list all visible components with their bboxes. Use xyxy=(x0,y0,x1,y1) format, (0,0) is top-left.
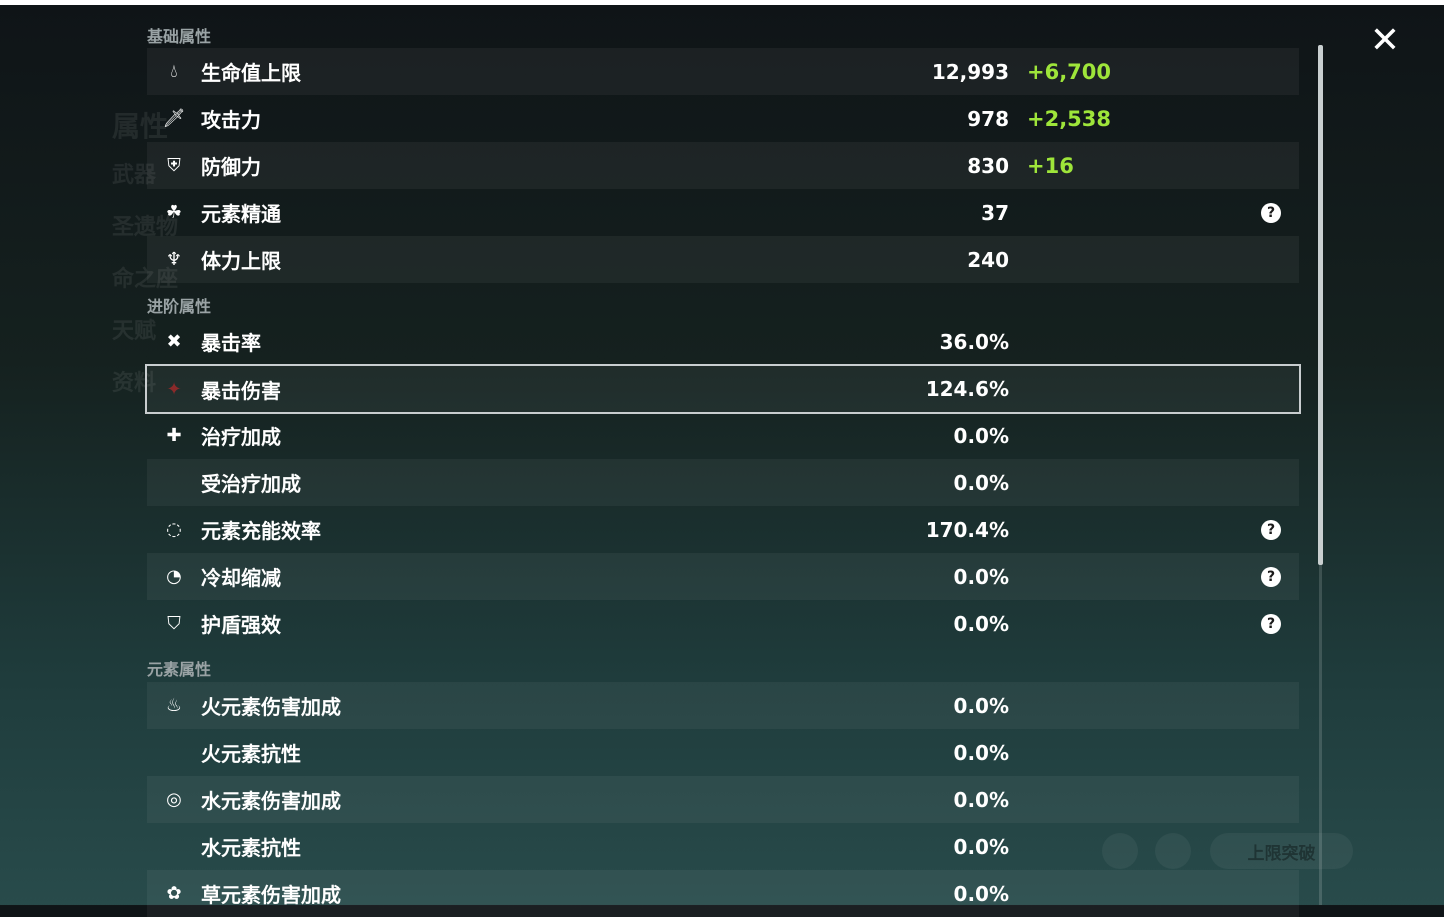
section-basic: 基础属性 xyxy=(147,27,212,46)
hp-drop-icon: 💧︎ xyxy=(170,61,178,82)
stat-row[interactable]: ✿ 草元素伤害加成 0.0% xyxy=(147,870,1299,917)
stat-value: 0.0% xyxy=(953,693,1009,718)
stat-label: 元素充能效率 xyxy=(201,519,321,543)
stat-value: 124.6% xyxy=(925,377,1009,401)
stat-row[interactable]: 受治疗加成 0.0% xyxy=(147,459,1299,506)
stat-label: 防御力 xyxy=(201,155,261,179)
stat-row[interactable]: 🗡︎ 攻击力 978 +2,538 xyxy=(147,95,1299,142)
stat-row[interactable]: 水元素抗性 0.0% xyxy=(147,823,1299,870)
shield-strength-icon: ⛉ xyxy=(167,613,181,634)
stat-label: 火元素伤害加成 xyxy=(201,695,341,719)
help-icon[interactable]: ? xyxy=(1261,566,1281,587)
dendro-icon: ✿ xyxy=(166,883,182,904)
stat-value: 0.0% xyxy=(953,881,1009,906)
stat-value: 0.0% xyxy=(953,787,1009,812)
section-elemental: 元素属性 xyxy=(147,660,212,679)
cd-reduction-icon: ◔ xyxy=(166,566,182,587)
close-icon: ✕ xyxy=(1369,20,1401,61)
stat-row[interactable]: ⛉ 护盾强效 0.0%? xyxy=(147,600,1299,647)
stat-label: 受治疗加成 xyxy=(201,472,301,496)
stat-label: 元素精通 xyxy=(201,202,281,226)
def-shield-icon: ⛨ xyxy=(167,155,181,176)
healing-cross-icon: ✚ xyxy=(166,425,182,446)
stat-bonus: +6,700 xyxy=(1027,59,1112,84)
energy-recharge-icon: ◌ xyxy=(166,519,182,540)
stat-row[interactable]: ◌ 元素充能效率 170.4%? xyxy=(147,506,1299,553)
stat-row[interactable]: 火元素抗性 0.0% xyxy=(147,729,1299,776)
close-button[interactable]: ✕ xyxy=(1368,23,1402,59)
stat-row[interactable]: ✦ 暴击伤害 124.6% xyxy=(145,364,1301,414)
stat-value: 978 xyxy=(967,106,1009,131)
stat-label: 草元素伤害加成 xyxy=(201,883,341,907)
stat-bonus: +2,538 xyxy=(1027,106,1112,131)
stat-bonus: +16 xyxy=(1027,153,1074,178)
help-icon[interactable]: ? xyxy=(1261,519,1281,540)
background-nav-item: 属性 xyxy=(112,110,169,143)
section-advanced: 进阶属性 xyxy=(147,297,212,316)
stat-label: 体力上限 xyxy=(201,249,281,273)
stat-row[interactable]: ◔ 冷却缩减 0.0%? xyxy=(147,553,1299,600)
scrollbar-thumb[interactable] xyxy=(1318,45,1323,565)
stat-label: 治疗加成 xyxy=(201,425,281,449)
help-icon[interactable]: ? xyxy=(1261,202,1281,223)
stat-value: 830 xyxy=(967,153,1009,178)
stat-value: 0.0% xyxy=(953,611,1009,636)
stat-value: 0.0% xyxy=(953,834,1009,859)
stat-label: 水元素伤害加成 xyxy=(201,789,341,813)
stat-value: 0.0% xyxy=(953,740,1009,765)
pyro-icon: ♨ xyxy=(165,695,183,716)
stat-value: 0.0% xyxy=(953,423,1009,448)
stat-value: 0.0% xyxy=(953,470,1009,495)
background-nav-item: 武器 xyxy=(112,163,157,188)
background-nav-item: 资料 xyxy=(112,371,157,396)
stat-label: 暴击率 xyxy=(201,331,261,355)
stamina-icon: ♆ xyxy=(165,249,183,270)
stat-value: 37 xyxy=(981,200,1009,225)
stat-label: 冷却缩减 xyxy=(201,566,281,590)
crit-rate-icon: ✖ xyxy=(166,331,182,352)
background-nav-item: 命之座 xyxy=(112,267,179,292)
stat-label: 生命值上限 xyxy=(201,61,301,85)
stat-row[interactable]: ◎ 水元素伤害加成 0.0% xyxy=(147,776,1299,823)
stat-row[interactable]: ⛨ 防御力 830 +16 xyxy=(147,142,1299,189)
background-nav-item: 圣遗物 xyxy=(112,215,179,240)
hydro-icon: ◎ xyxy=(166,789,182,810)
stat-value: 240 xyxy=(967,247,1009,272)
stat-label: 护盾强效 xyxy=(201,613,281,637)
stat-row[interactable]: ☘︎ 元素精通 37? xyxy=(147,189,1299,236)
stat-row[interactable]: ♨ 火元素伤害加成 0.0% xyxy=(147,682,1299,729)
stat-row[interactable]: ♆ 体力上限 240 xyxy=(147,236,1299,283)
stat-label: 火元素抗性 xyxy=(201,742,301,766)
stat-value: 36.0% xyxy=(939,329,1009,354)
elemental-mastery-icon: ☘︎ xyxy=(165,202,183,223)
background-nav-item: 天赋 xyxy=(112,319,157,344)
stat-row[interactable]: ✚ 治疗加成 0.0% xyxy=(147,412,1299,459)
background-swap-button xyxy=(1102,833,1138,869)
stat-value: 0.0% xyxy=(953,564,1009,589)
stat-value: 12,993 xyxy=(931,59,1009,84)
background-outfit-button xyxy=(1155,833,1191,869)
stat-value: 170.4% xyxy=(925,517,1009,542)
window-top-edge xyxy=(0,0,1444,5)
atk-sword-icon: 🗡︎ xyxy=(162,108,186,129)
stat-label: 暴击伤害 xyxy=(201,378,281,403)
stat-row[interactable]: ✖ 暴击率 36.0% xyxy=(147,318,1299,365)
help-icon[interactable]: ? xyxy=(1261,613,1281,634)
crit-dmg-icon: ✦ xyxy=(166,378,182,400)
breakthrough-button: 上限突破 xyxy=(1210,833,1353,869)
stat-label: 水元素抗性 xyxy=(201,836,301,860)
stat-label: 攻击力 xyxy=(201,108,261,132)
stat-row[interactable]: 💧︎ 生命值上限 12,993 +6,700 xyxy=(147,48,1299,95)
